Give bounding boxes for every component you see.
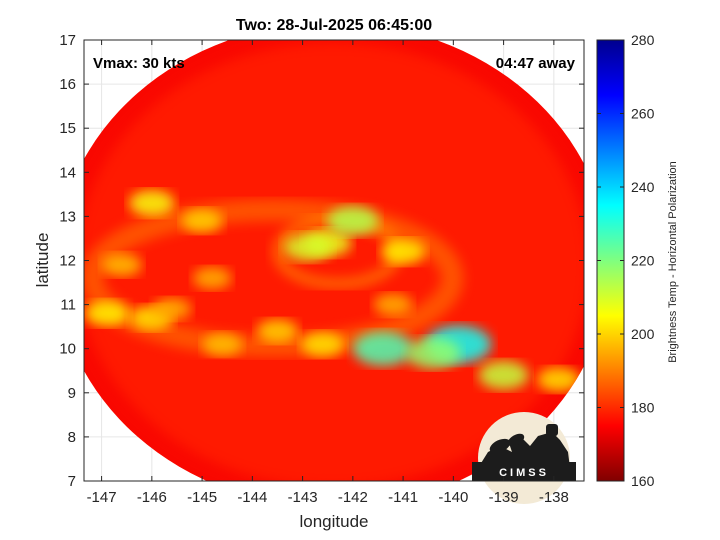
- x-tick-label: -146: [137, 489, 167, 506]
- x-tick-label: -143: [288, 489, 318, 506]
- convective-cell: [301, 331, 345, 357]
- colorbar-tick-label: 160: [631, 473, 655, 489]
- convective-cell: [181, 208, 223, 233]
- x-tick-label: -138: [539, 489, 569, 506]
- convective-cell: [537, 367, 581, 393]
- convective-cell: [373, 293, 413, 316]
- logo-dish-icon-2: [507, 433, 525, 447]
- x-tick-label: -144: [237, 489, 267, 506]
- swath-features: [84, 189, 581, 393]
- colorbar-tick-label: 260: [631, 106, 655, 122]
- y-tick-label: 7: [68, 473, 76, 490]
- colorbar-tick-label: 220: [631, 253, 655, 269]
- y-tick-label: 9: [68, 385, 76, 402]
- y-axis-label: latitude: [33, 233, 52, 288]
- convective-cell: [405, 337, 461, 369]
- logo-tower-icon: [546, 424, 558, 436]
- x-tick-label: -139: [489, 489, 519, 506]
- x-axis-label: longitude: [299, 512, 368, 531]
- swath: [84, 40, 584, 481]
- y-tick-label: 12: [59, 253, 76, 270]
- logo-silhouette: [478, 432, 570, 468]
- swath-background: [84, 40, 584, 481]
- convective-cell: [478, 360, 529, 390]
- rain-band: [84, 199, 464, 358]
- y-tick-label: 8: [68, 429, 76, 446]
- x-tick-label: -141: [388, 489, 418, 506]
- logo-banner: [472, 462, 576, 481]
- convective-cell: [283, 233, 333, 262]
- time-away-annotation: 04:47 away: [496, 55, 576, 72]
- y-tick-label: 10: [59, 341, 76, 358]
- chart-title: Two: 28-Jul-2025 06:45:00: [236, 17, 432, 34]
- colorbar-tick-label: 200: [631, 326, 655, 342]
- colorbar-tick-label: 180: [631, 400, 655, 416]
- logo-dish-icon: [489, 438, 511, 454]
- y-tick-label: 11: [60, 297, 76, 314]
- convective-cell: [84, 300, 129, 327]
- vmax-annotation: Vmax: 30 kts: [93, 55, 185, 72]
- y-tick-label: 16: [59, 76, 76, 93]
- x-tick-label: -140: [438, 489, 468, 506]
- colorbar-tick-label: 240: [631, 179, 655, 195]
- y-tick-label: 15: [59, 120, 76, 137]
- y-tick-label: 14: [59, 164, 76, 181]
- y-tick-label: 17: [59, 32, 76, 49]
- convective-cell: [202, 332, 243, 356]
- colorbar-label: Brightness Temp - Horizontal Polarizatio…: [667, 161, 679, 363]
- convective-cell: [326, 205, 379, 236]
- convective-cell: [152, 297, 192, 321]
- logo-text: CIMSS: [499, 467, 549, 479]
- convective-cell: [101, 253, 142, 277]
- colorbar: [596, 39, 625, 482]
- convective-cell: [128, 189, 175, 217]
- colorbar-tick-label: 280: [631, 32, 655, 48]
- x-tick-label: -142: [338, 489, 368, 506]
- x-axis: -147 -146 -145 -144 -143 -142 -141 -140 -139 -138: [87, 40, 569, 506]
- convective-cell: [380, 238, 426, 265]
- y-axis: 7 8 9 10 11 12 13 14 15 16 17: [59, 32, 584, 490]
- y-tick-label: 13: [59, 208, 76, 225]
- convective-cell: [256, 319, 299, 344]
- x-tick-label: -147: [87, 489, 117, 506]
- logo-tower-leg-icon: [550, 436, 554, 456]
- colorbar-axis: 160 180 200 220 240 260 280: [597, 32, 655, 489]
- convective-cell: [352, 331, 414, 367]
- convective-cell: [192, 266, 232, 290]
- x-tick-label: -145: [187, 489, 217, 506]
